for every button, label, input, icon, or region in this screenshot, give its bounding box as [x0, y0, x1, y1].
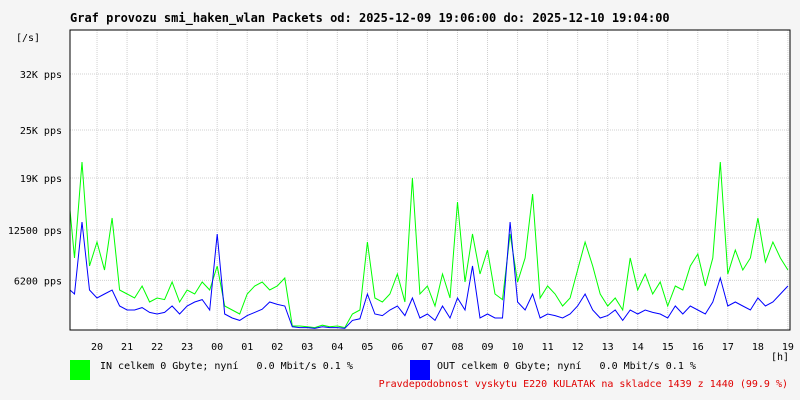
plot-border	[69, 29, 791, 331]
x-axis-label: [h]	[771, 352, 789, 363]
x-tick-label: 06	[391, 342, 403, 353]
x-tick-label: 22	[151, 342, 163, 353]
x-tick-label: 15	[662, 342, 674, 353]
x-tick-label: 20	[91, 342, 103, 353]
x-tick-label: 03	[301, 342, 313, 353]
x-tick-label: 13	[602, 342, 614, 353]
x-tick-label: 12	[572, 342, 584, 353]
chart-title: Graf provozu smi_haken_wlan Packets od: …	[70, 11, 670, 25]
x-tick-label: 09	[481, 342, 493, 353]
x-tick-label: 08	[451, 342, 463, 353]
x-tick-label: 10	[512, 342, 524, 353]
x-tick-label: 11	[542, 342, 554, 353]
y-tick-label: 19K pps	[20, 174, 62, 185]
y-axis-label: [/s]	[16, 33, 40, 44]
x-tick-label: 01	[241, 342, 253, 353]
y-tick-label: 32K pps	[20, 70, 62, 81]
x-tick-label: 02	[271, 342, 283, 353]
x-tick-label: 05	[361, 342, 373, 353]
in-legend-swatch	[70, 360, 90, 380]
x-tick-label: 07	[421, 342, 433, 353]
series-out-line	[69, 221, 789, 329]
probability-note: Pravdepodobnost vyskytu E220 KULATAK na …	[378, 379, 788, 390]
x-tick-label: 16	[692, 342, 704, 353]
y-tick-label: 6200 pps	[14, 276, 62, 287]
x-tick-label: 23	[181, 342, 193, 353]
y-tick-label: 25K pps	[20, 126, 62, 137]
x-tick-label: 19	[782, 342, 794, 353]
series-in-line	[69, 161, 789, 329]
x-tick-label: 04	[331, 342, 343, 353]
x-tick-label: 18	[752, 342, 764, 353]
y-tick-label: 12500 pps	[8, 226, 62, 237]
x-tick-label: 21	[121, 342, 133, 353]
x-tick-label: 14	[632, 342, 644, 353]
x-tick-label: 17	[722, 342, 734, 353]
out-legend-swatch	[410, 360, 430, 380]
plot-area	[70, 30, 790, 330]
x-tick-label: 00	[211, 342, 223, 353]
in-legend-text: IN celkem 0 Gbyte; nyní 0.0 Mbit/s 0.1 %	[100, 361, 353, 372]
out-legend-text: OUT celkem 0 Gbyte; nyní 0.0 Mbit/s 0.1 …	[437, 361, 696, 372]
